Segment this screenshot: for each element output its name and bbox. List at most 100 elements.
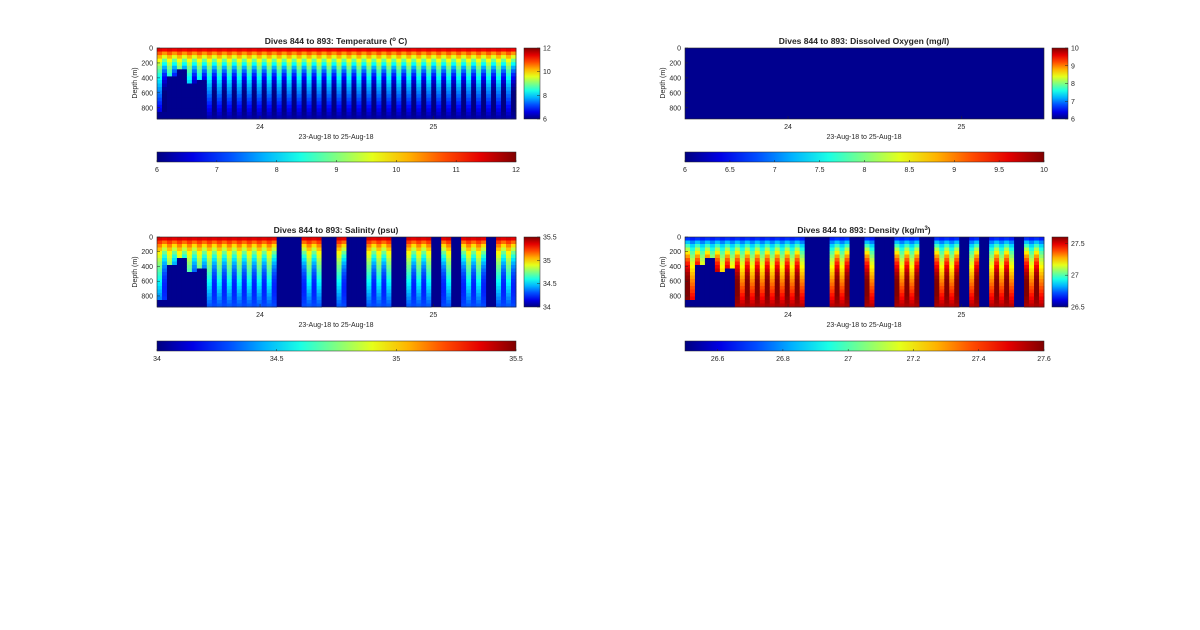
profile-cell (291, 97, 298, 102)
profile-cell (341, 79, 347, 84)
profile-cell (206, 254, 213, 259)
profile-cell (246, 244, 253, 248)
profile-cell (416, 115, 422, 120)
profile-cell (719, 289, 726, 294)
profile-cell (426, 240, 432, 245)
profile-cell (241, 237, 248, 241)
profile-cell (311, 289, 317, 294)
profile-cell (729, 275, 736, 280)
profile-cell (411, 48, 417, 52)
profile-cell (511, 244, 517, 248)
profile-cell (501, 76, 507, 81)
profile-cell (689, 275, 696, 280)
profile-cell (411, 296, 417, 301)
profile-cell (161, 237, 168, 241)
profile-cell (416, 101, 422, 106)
profile-cell (401, 65, 407, 70)
profile-cell (844, 244, 850, 248)
profile-cell (181, 279, 188, 283)
profile-cell (426, 76, 432, 81)
profile-cell (201, 72, 208, 77)
profile-cell (844, 272, 850, 276)
profile-cell (316, 108, 322, 113)
profile-cell (326, 94, 332, 99)
profile-cell (451, 55, 457, 60)
profile-cell (709, 251, 716, 255)
profile-cell (411, 279, 417, 283)
profile-cell (371, 303, 377, 308)
profile-cell (236, 94, 243, 99)
profile-cell (754, 289, 761, 294)
profile-cell (954, 275, 960, 280)
profile-cell (899, 261, 905, 266)
profile-cell (844, 282, 850, 287)
profile-cell (421, 58, 427, 63)
profile-cell (161, 94, 168, 99)
profile-cell (719, 237, 726, 241)
profile-cell (471, 268, 477, 273)
profile-cell (401, 97, 407, 102)
profile-cell (201, 296, 208, 301)
profile-cell (281, 62, 288, 67)
profile-cell (241, 65, 248, 70)
profile-cell (506, 83, 512, 88)
profile-cell (729, 244, 736, 248)
profile-cell (186, 108, 193, 113)
profile-cell (894, 251, 900, 255)
profile-cell (491, 65, 497, 70)
profile-cell (326, 83, 332, 88)
profile-cell (719, 279, 726, 283)
profile-cell (704, 254, 711, 259)
profile-cell (226, 261, 233, 266)
profile-cell (171, 101, 178, 106)
profile-cell (769, 279, 776, 283)
profile-cell (834, 254, 840, 259)
profile-cell (191, 83, 198, 88)
profile-cell (1009, 240, 1015, 245)
side-colorbar-label: 12 (543, 46, 551, 53)
profile-cell (251, 97, 258, 102)
profile-cell (236, 101, 243, 106)
profile-cell (326, 101, 332, 106)
y-tick-label: 800 (141, 105, 153, 112)
profile-cell (206, 83, 213, 88)
profile-cell (999, 240, 1005, 245)
profile-cell (396, 94, 402, 99)
profile-cell (456, 62, 462, 67)
profile-cell (759, 247, 766, 252)
profile-cell (391, 87, 397, 91)
profile-cell (356, 87, 362, 91)
profile-cell (446, 289, 452, 294)
profile-cell (421, 265, 427, 269)
profile-cell (416, 293, 422, 297)
profile-cell (754, 275, 761, 280)
profile-cell (406, 296, 412, 301)
profile-cell (201, 104, 208, 109)
profile-cell (371, 282, 377, 287)
profile-cell (511, 300, 517, 304)
profile-cell (466, 272, 472, 276)
profile-cell (989, 282, 995, 287)
profile-cell (246, 72, 253, 77)
profile-cell (171, 282, 178, 287)
profile-cell (166, 293, 173, 297)
profile-cell (256, 279, 263, 283)
profile-cell (311, 293, 317, 297)
profile-cell (386, 286, 392, 290)
profile-cell (157, 65, 163, 70)
profile-cell (351, 97, 357, 102)
profile-cell (441, 258, 447, 262)
bottom-colorbar-label: 27 (844, 356, 852, 363)
profile-cell (171, 108, 178, 113)
profile-cell (909, 293, 915, 297)
profile-cell (396, 65, 402, 70)
profile-cell (685, 240, 691, 245)
profile-cell (486, 115, 492, 120)
profile-cell (501, 296, 507, 301)
profile-cell (231, 286, 238, 290)
profile-cell (974, 289, 980, 294)
profile-cell (216, 79, 223, 84)
profile-cell (436, 83, 442, 88)
profile-cell (949, 240, 955, 245)
